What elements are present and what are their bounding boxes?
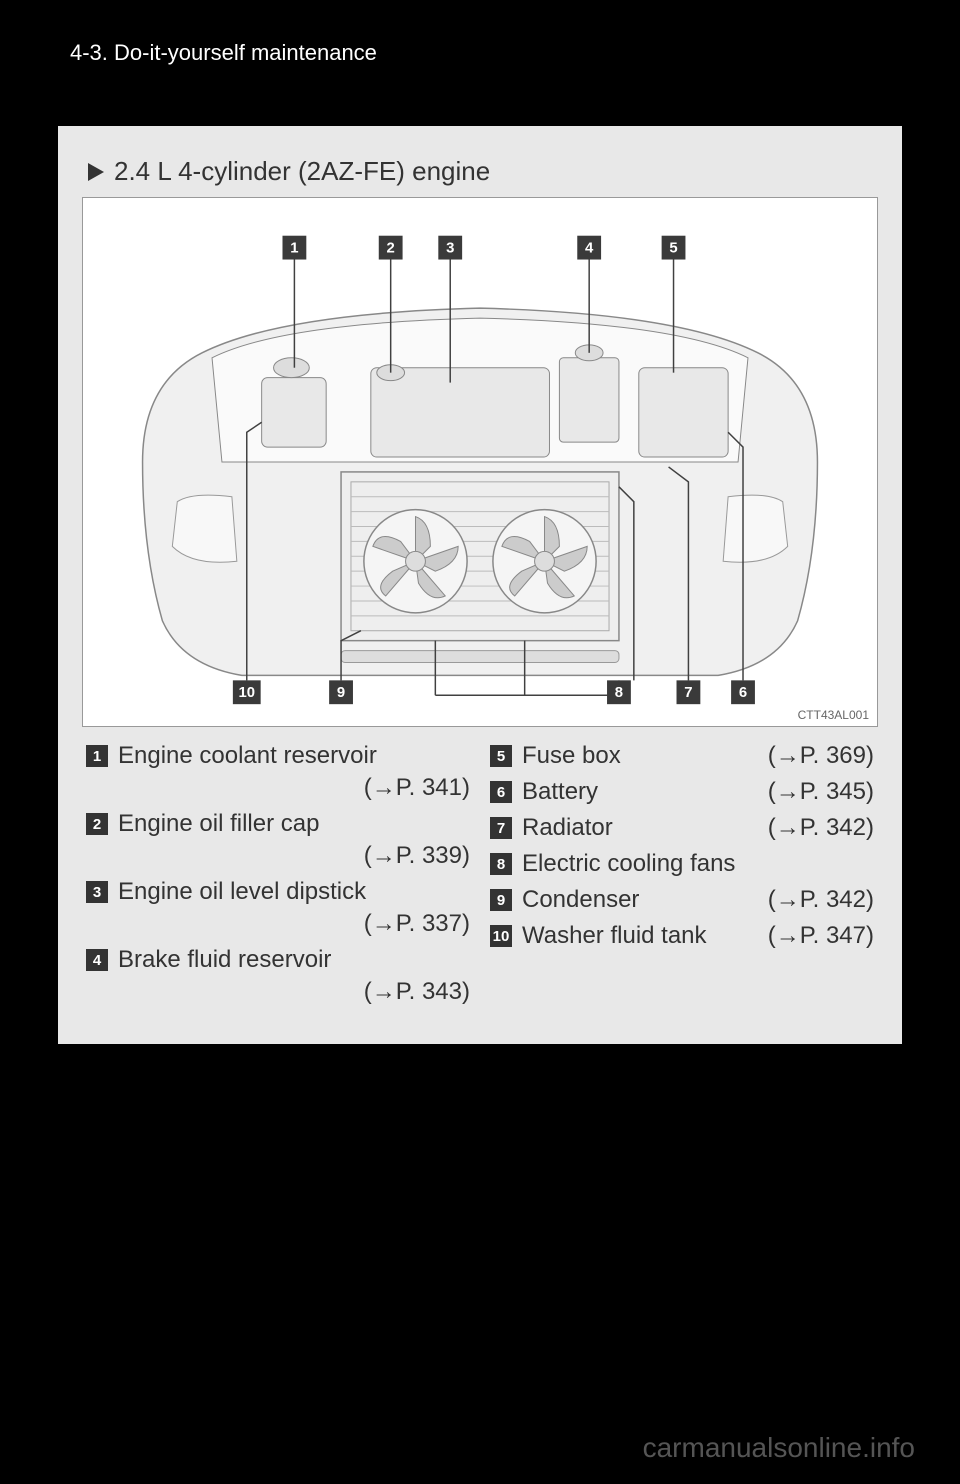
svg-text:3: 3: [446, 241, 454, 257]
page-ref: (→P. 369): [768, 742, 874, 770]
svg-text:2: 2: [387, 241, 395, 257]
legend-num-box: 9: [490, 889, 512, 911]
legend-right-col: 5 Fuse box (→P. 369) 6 Battery (→P. 345) 7 Radi…: [490, 742, 874, 1014]
legend-label: Fuse box (→P. 369): [522, 742, 874, 770]
legend-item: 10 Washer fluid tank (→P. 347): [490, 922, 874, 950]
legend-label: Battery (→P. 345): [522, 778, 874, 806]
legend-num-box: 4: [86, 949, 108, 971]
engine-subtitle: 2.4 L 4-cylinder (2AZ-FE) engine: [114, 156, 490, 187]
legend-label: Engine oil level dipstick: [118, 878, 470, 906]
fan-left: [364, 510, 467, 613]
legend-label: Engine oil filler cap: [118, 810, 470, 838]
legend-item: 9 Condenser (→P. 342): [490, 886, 874, 914]
legend-label: Engine coolant reservoir: [118, 742, 470, 770]
fan-merge-line: [435, 680, 619, 695]
page-ref: (→P. 342): [768, 886, 874, 914]
page-ref: (→P. 337): [86, 910, 470, 938]
page-header: 4-3. Do-it-yourself maintenance: [0, 0, 960, 66]
watermark: carmanualsonline.info: [643, 1432, 915, 1464]
legend-num-box: 1: [86, 745, 108, 767]
content-panel: 2.4 L 4-cylinder (2AZ-FE) engine: [58, 126, 902, 1044]
legend-item: 5 Fuse box (→P. 369): [490, 742, 874, 770]
legend-columns: 1 Engine coolant reservoir (→P. 341) 2 Engin…: [78, 742, 882, 1014]
reservoir-1: [262, 378, 327, 447]
callout-boxes-bottom: 10 9 8 7 6: [233, 680, 755, 704]
page-ref: (→P. 347): [768, 922, 874, 950]
legend-label: Brake fluid reservoir: [118, 946, 470, 974]
legend-item: 2 Engine oil filler cap (→P. 339): [86, 810, 470, 870]
legend-num-box: 7: [490, 817, 512, 839]
legend-label-text: Battery: [522, 778, 598, 806]
legend-num-box: 10: [490, 925, 512, 947]
cap-1: [274, 358, 310, 378]
legend-item: 4 Brake fluid reservoir (→P. 343): [86, 946, 470, 1006]
legend-label-text: Washer fluid tank: [522, 922, 707, 950]
engine-diagram: 1 2 3 4 5 10 9 8 7 6 CTT43AL001: [82, 197, 878, 727]
legend-left-col: 1 Engine coolant reservoir (→P. 341) 2 Engin…: [86, 742, 470, 1014]
legend-num-box: 2: [86, 813, 108, 835]
legend-label-text: Condenser: [522, 886, 639, 914]
legend-label: Radiator (→P. 342): [522, 814, 874, 842]
legend-label: Condenser (→P. 342): [522, 886, 874, 914]
legend-num-box: 6: [490, 781, 512, 803]
page-ref: (→P. 345): [768, 778, 874, 806]
page-ref: (→P. 342): [768, 814, 874, 842]
section-title: 4-3. Do-it-yourself maintenance: [70, 40, 377, 65]
legend-item: 8 Electric cooling fans: [490, 850, 874, 878]
headlight-right: [723, 495, 788, 562]
legend-item: 6 Battery (→P. 345): [490, 778, 874, 806]
svg-text:10: 10: [238, 685, 255, 701]
legend-item: 1 Engine coolant reservoir (→P. 341): [86, 742, 470, 802]
triangle-icon: [88, 163, 104, 181]
engine-svg: 1 2 3 4 5 10 9 8 7 6: [83, 198, 877, 726]
fan-right: [493, 510, 596, 613]
svg-text:4: 4: [585, 241, 594, 257]
grille: [341, 651, 619, 663]
page-ref: (→P. 339): [86, 842, 470, 870]
svg-text:5: 5: [669, 241, 677, 257]
legend-num-box: 5: [490, 745, 512, 767]
svg-text:6: 6: [739, 685, 747, 701]
legend-label-text: Radiator: [522, 814, 613, 842]
legend-num-box: 8: [490, 853, 512, 875]
legend-label: Electric cooling fans: [522, 850, 874, 878]
page-ref: (→P. 343): [86, 978, 470, 1006]
svg-text:1: 1: [290, 241, 298, 257]
reservoir-2: [559, 358, 619, 442]
legend-item: 3 Engine oil level dipstick (→P. 337): [86, 878, 470, 938]
headlight-left: [172, 495, 237, 562]
svg-text:9: 9: [337, 685, 345, 701]
legend-num-box: 3: [86, 881, 108, 903]
diagram-id: CTT43AL001: [798, 708, 869, 722]
engine-block: [371, 368, 550, 457]
airbox: [639, 368, 728, 457]
legend-label-text: Fuse box: [522, 742, 621, 770]
legend-label: Washer fluid tank (→P. 347): [522, 922, 874, 950]
legend-item: 7 Radiator (→P. 342): [490, 814, 874, 842]
subtitle-row: 2.4 L 4-cylinder (2AZ-FE) engine: [88, 156, 882, 187]
svg-text:7: 7: [684, 685, 692, 701]
legend-label-text: Electric cooling fans: [522, 850, 735, 878]
callout-boxes-top: 1 2 3 4 5: [282, 236, 685, 260]
svg-text:8: 8: [615, 685, 623, 701]
page-ref: (→P. 341): [86, 774, 470, 802]
